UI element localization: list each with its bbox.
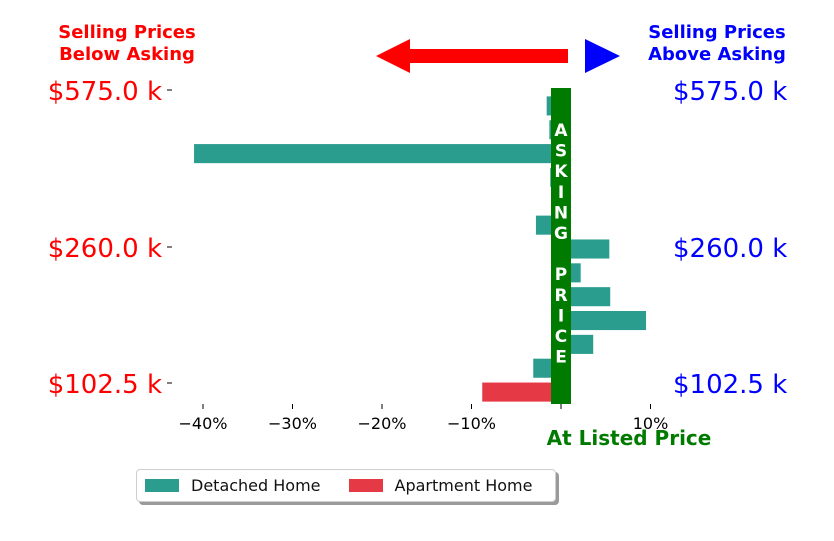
legend-item-apartment: Apartment Home [348,476,533,495]
x-tick-label-5: 10% [633,414,669,433]
x-tick-label-3: −10% [447,414,496,433]
asking-letter-9: I [558,306,564,326]
arrow-right-icon [585,39,620,73]
left-title-line-1: Below Asking [59,44,195,65]
y-tick-label-right-0: $575.0 k [673,77,787,107]
asking-letter-0: A [554,121,568,141]
bar-apartment-12 [482,382,561,402]
asking-letter-5: G [554,224,568,244]
asking-letter-2: K [554,162,568,182]
y-tick-label-left-0: $575.0 k [48,77,162,107]
right-title-line-1: Above Asking [648,44,786,65]
asking-letter-3: I [558,183,564,203]
asking-price-band [551,88,571,404]
x-axis-label: At Listed Price [547,426,712,450]
bar-detached-9 [561,311,647,331]
x-tick-label-2: −20% [358,414,407,433]
arrow-left-icon [376,39,568,73]
y-tick-label-left-2: $102.5 k [48,370,162,400]
legend-swatch-detached [145,479,179,492]
asking-letter-11: E [555,348,567,368]
legend-swatch-apartment [348,479,383,492]
bar-detached-2 [194,144,562,164]
legend-label-detached: Detached Home [191,476,321,495]
left-title-line-0: Selling Prices [58,22,195,43]
y-tick-label-right-2: $102.5 k [673,370,787,400]
legend: Detached Home Apartment Home [136,469,556,502]
legend-item-detached: Detached Home [145,476,321,495]
x-tick-label-1: −30% [268,414,317,433]
right-title-line-0: Selling Prices [648,22,785,43]
asking-letter-7: P [555,265,567,285]
legend-label-apartment: Apartment Home [394,476,533,495]
bar-detached-6 [561,239,610,259]
asking-letter-1: S [555,142,567,162]
y-tick-label-left-1: $260.0 k [48,234,162,264]
asking-letter-8: R [554,286,567,306]
asking-letter-4: N [554,203,568,223]
asking-letter-10: C [555,327,567,347]
bar-detached-8 [561,287,611,307]
x-tick-label-0: −40% [179,414,228,433]
y-tick-label-right-1: $260.0 k [673,234,787,264]
